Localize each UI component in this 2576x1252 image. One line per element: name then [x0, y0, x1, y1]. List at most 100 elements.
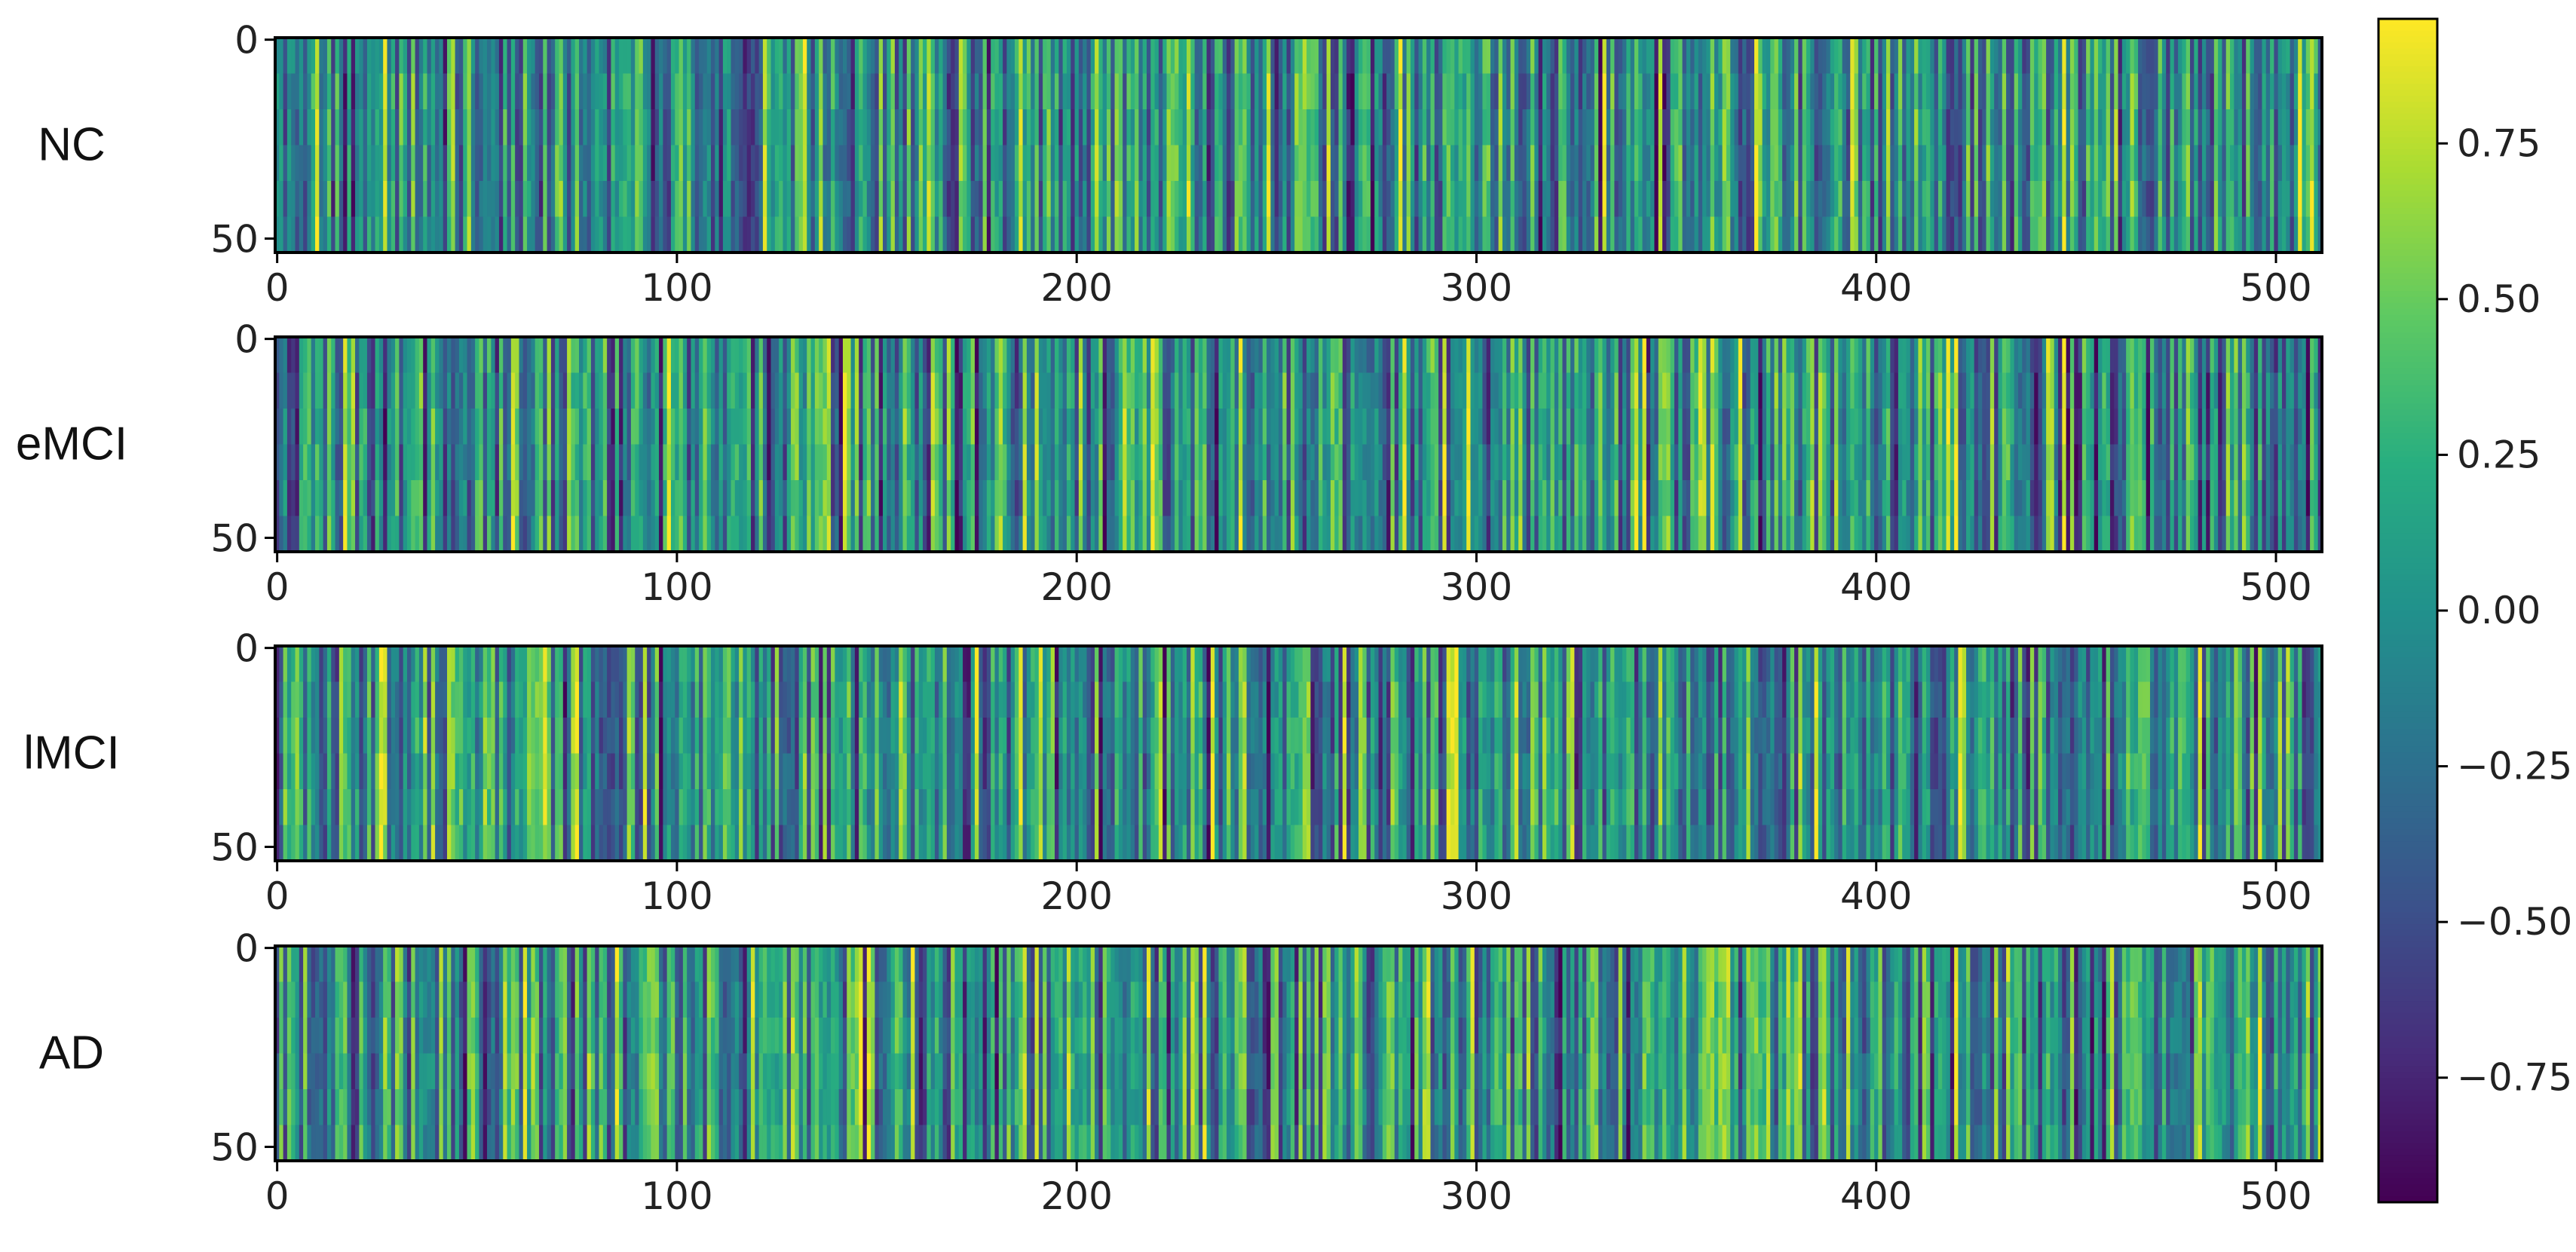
heatmap-cell — [1258, 181, 1263, 218]
heatmap-cell — [1022, 480, 1028, 517]
heatmap-cell — [883, 516, 887, 553]
heatmap-cell — [1227, 372, 1231, 409]
heatmap-cell — [303, 38, 308, 75]
heatmap-cell — [1490, 409, 1495, 445]
heatmap-cell — [954, 109, 960, 146]
heatmap-cell — [1262, 181, 1267, 218]
heatmap-cell — [2058, 216, 2063, 253]
heatmap-cell — [1334, 38, 1340, 75]
heatmap-cell — [1162, 480, 1168, 517]
heatmap-cell — [1926, 145, 1931, 182]
heatmap-cell — [1258, 480, 1263, 517]
heatmap-cell — [275, 181, 280, 218]
heatmap-cell — [2109, 109, 2115, 146]
heatmap-cell — [1354, 372, 1359, 409]
heatmap-cell — [2026, 145, 2031, 182]
heatmap-cell — [906, 73, 911, 110]
heatmap-cell — [927, 38, 932, 75]
heatmap-cell — [614, 73, 620, 110]
heatmap-cell — [666, 145, 672, 182]
heatmap-cell — [1506, 73, 1512, 110]
heatmap-cell — [727, 444, 732, 481]
heatmap-cell — [1390, 145, 1395, 182]
heatmap-cell — [755, 181, 760, 218]
heatmap-cell — [427, 181, 432, 218]
heatmap-cell — [639, 516, 644, 553]
heatmap-cell — [375, 216, 380, 253]
heatmap-cell — [1842, 145, 1847, 182]
heatmap-cell — [1937, 216, 1943, 253]
heatmap-cell — [1274, 73, 1279, 110]
heatmap-cell — [515, 372, 520, 409]
heatmap-cell — [1702, 216, 1707, 253]
heatmap-cell — [599, 145, 604, 182]
heatmap-cell — [1338, 516, 1343, 553]
heatmap-cell — [315, 409, 320, 445]
heatmap-cell — [1006, 516, 1012, 553]
heatmap-cell — [1066, 372, 1071, 409]
heatmap-cell — [887, 216, 892, 253]
heatmap-cell — [1198, 480, 1203, 517]
heatmap-cell — [406, 409, 412, 445]
heatmap-cell — [423, 73, 428, 110]
heatmap-cell — [543, 444, 548, 481]
heatmap-cell — [687, 145, 692, 182]
heatmap-cell — [1998, 73, 2003, 110]
heatmap-cell — [1038, 109, 1043, 146]
heatmap-cell — [791, 181, 795, 218]
heatmap-cell — [2286, 38, 2291, 75]
heatmap-cell — [1270, 145, 1276, 182]
heatmap-cell — [1486, 38, 1491, 75]
heatmap-cell — [487, 73, 492, 110]
heatmap-cell — [2290, 216, 2295, 253]
heatmap-cell — [798, 145, 804, 182]
heatmap-cell — [1031, 73, 1036, 110]
heatmap-cell — [1095, 337, 1099, 374]
heatmap-cell — [918, 516, 924, 553]
heatmap-cell — [1166, 109, 1172, 146]
heatmap-cell — [1706, 216, 1711, 253]
heatmap-cell — [1386, 337, 1392, 374]
heatmap-cell — [1662, 73, 1667, 110]
heatmap-cell — [883, 109, 887, 146]
heatmap-cell — [1442, 444, 1447, 481]
heatmap-cell — [822, 73, 828, 110]
heatmap-cell — [2305, 38, 2311, 75]
heatmap-cell — [1522, 145, 1527, 182]
heatmap-cell — [998, 372, 1003, 409]
heatmap-cell — [1310, 73, 1316, 110]
heatmap-cell — [1434, 337, 1439, 374]
heatmap-cell — [807, 480, 812, 517]
heatmap-cell — [507, 181, 512, 218]
heatmap-cell — [979, 480, 984, 517]
heatmap-cell — [2106, 181, 2111, 218]
heatmap-cell — [1154, 38, 1159, 75]
heatmap-cell — [930, 145, 936, 182]
heatmap-cell — [850, 38, 856, 75]
heatmap-cell — [1230, 73, 1236, 110]
heatmap-cell — [1234, 337, 1239, 374]
heatmap-cell — [583, 216, 588, 253]
heatmap-cell — [1018, 337, 1024, 374]
heatmap-cell — [378, 409, 384, 445]
heatmap-cell — [286, 73, 292, 110]
heatmap-cell — [463, 73, 468, 110]
heatmap-cell — [1674, 145, 1679, 182]
heatmap-cell — [1267, 145, 1271, 182]
heatmap-cell — [1634, 216, 1639, 253]
heatmap-cell — [1382, 109, 1387, 146]
heatmap-cell — [371, 73, 376, 110]
heatmap-cell — [770, 38, 776, 75]
heatmap-cell — [934, 216, 939, 253]
heatmap-cell — [906, 480, 911, 517]
heatmap-cell — [1466, 38, 1472, 75]
heatmap-cell — [958, 181, 963, 218]
heatmap-cell — [1302, 145, 1307, 182]
heatmap-cell — [1178, 181, 1184, 218]
heatmap-cell — [942, 409, 948, 445]
heatmap-cell — [303, 145, 308, 182]
heatmap-cell — [1790, 145, 1795, 182]
heatmap-cell — [751, 145, 755, 182]
heatmap-cell — [842, 516, 847, 553]
heatmap-cell — [574, 216, 580, 253]
